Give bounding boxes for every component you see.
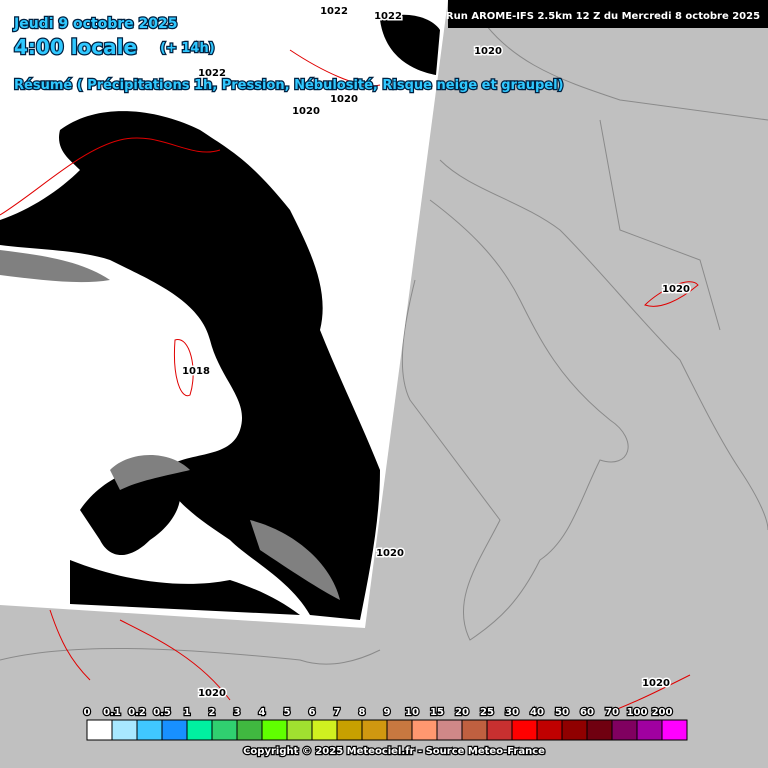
legend-label: 7: [334, 707, 341, 718]
legend-swatch: [211, 719, 238, 741]
legend-swatch: [261, 719, 288, 741]
legend-swatch: [161, 719, 188, 741]
legend-swatch: [311, 719, 338, 741]
legend-swatch: [361, 719, 388, 741]
legend-swatch: [661, 719, 688, 741]
isobar-label: 1022: [320, 6, 348, 17]
legend-swatch: [511, 719, 538, 741]
legend-swatch: [611, 719, 638, 741]
cloud-grey: [0, 250, 340, 600]
date: Jeudi 9 octobre 2025: [13, 16, 177, 32]
isobar-label: 1020: [376, 548, 404, 559]
run-info: Run AROME-IFS 2.5km 12 Z du Mercredi 8 o…: [446, 11, 760, 22]
legend-label: 8: [359, 707, 366, 718]
legend-swatch: [186, 719, 213, 741]
legend-swatch: [636, 719, 663, 741]
legend-label: 9: [384, 707, 391, 718]
lead-time: (+ 14h): [160, 41, 215, 56]
legend-swatch: [136, 719, 163, 741]
isobar-label: 1020: [198, 688, 226, 699]
legend-swatch: [286, 719, 313, 741]
legend-label: 0.1: [103, 707, 121, 718]
legend-label: 20: [455, 707, 469, 718]
red-contours: [0, 49, 699, 711]
cloud-cover: [0, 14, 440, 620]
legend: 0 0.1 0.2 0.5 1 2 3 4 5 6 7 8 9 10 15 20 25 30 40 50 60 70 100…: [82, 706, 688, 741]
summary: Résumé ( Précipitations 1h, Pression, Né…: [14, 78, 564, 93]
legend-label: 5: [284, 707, 291, 718]
run-banner: [448, 0, 768, 28]
time: 4:00 locale: [14, 35, 137, 59]
isobar-label: 1020: [292, 106, 320, 117]
isobar-label: 1022: [374, 11, 402, 22]
legend-label: 0.2: [128, 707, 146, 718]
legend-swatch: [561, 719, 588, 741]
legend-label: 0: [84, 707, 91, 718]
legend-label: 30: [505, 707, 519, 718]
legend-label: 25: [480, 707, 494, 718]
legend-label: 3: [234, 707, 241, 718]
legend-swatch: [536, 719, 563, 741]
legend-label: 10: [405, 707, 419, 718]
legend-label: 50: [555, 707, 569, 718]
isobar-labels: 1022 1022 1020 1022 1020 1020 1020 1018 1020 1020…: [181, 5, 692, 701]
legend-swatch: [336, 719, 363, 741]
legend-label: 60: [580, 707, 594, 718]
legend-swatch: [411, 719, 438, 741]
legend-label: 6: [309, 707, 316, 718]
legend-swatch: [461, 719, 488, 741]
copyright: Copyright © 2025 Meteociel.fr - Source M…: [243, 746, 545, 757]
legend-swatch: [436, 719, 463, 741]
legend-label: 40: [530, 707, 544, 718]
isobar-label: 1020: [662, 284, 690, 295]
legend-swatch: [86, 719, 113, 741]
isobar-label: 1022: [198, 68, 226, 79]
legend-label: 0.5: [153, 707, 171, 718]
legend-label: 2: [209, 707, 216, 718]
legend-label: 4: [259, 707, 266, 718]
legend-label: 70: [605, 707, 619, 718]
legend-label: 200: [652, 707, 673, 718]
legend-swatch: [586, 719, 613, 741]
isobar-label: 1020: [330, 94, 358, 105]
legend-swatch: [111, 719, 138, 741]
isobar-label: 1018: [182, 366, 210, 377]
legend-label: 15: [430, 707, 444, 718]
legend-swatch: [386, 719, 413, 741]
legend-swatch: [486, 719, 513, 741]
isobar-label: 1020: [642, 678, 670, 689]
isobar-label: 1020: [474, 46, 502, 57]
legend-label: 1: [184, 707, 191, 718]
legend-swatch: [236, 719, 263, 741]
legend-label: 100: [627, 707, 648, 718]
